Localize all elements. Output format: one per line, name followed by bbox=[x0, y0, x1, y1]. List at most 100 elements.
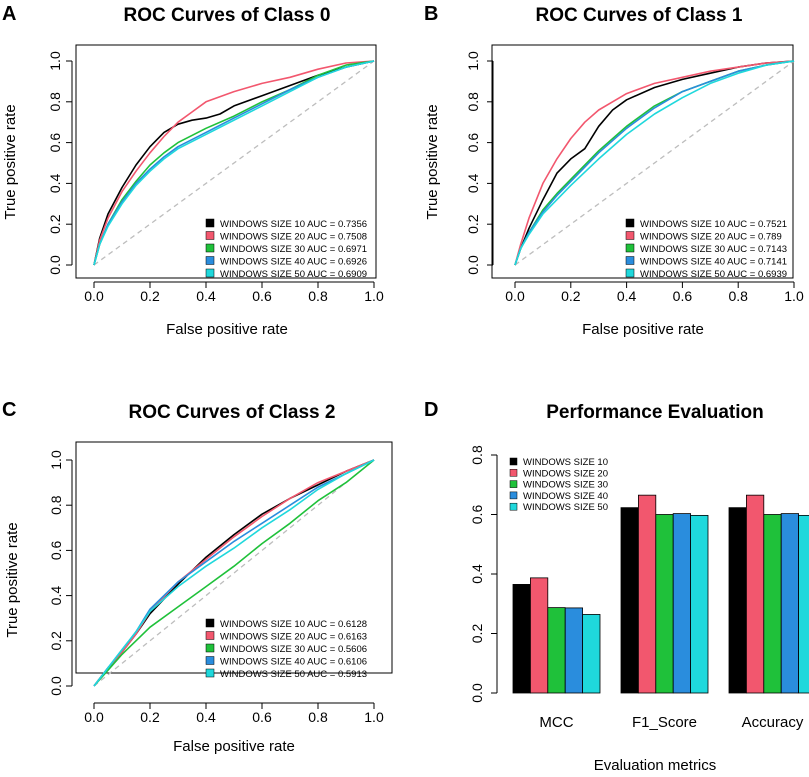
panel-a-x-ticks: 0.0 0.2 0.4 0.6 0.8 1.0 bbox=[84, 281, 384, 304]
legend-label: WINDOWS SIZE 20 AUC = 0.7508 bbox=[220, 232, 367, 243]
bar-mcc-windows-size-40 bbox=[564, 607, 584, 694]
y-tick-label: 0.4 bbox=[465, 173, 481, 193]
panel-a-plot-frame bbox=[75, 44, 377, 279]
y-tick-label: 0.2 bbox=[47, 214, 63, 234]
panel-d: D Performance Evaluation 0.0 0.2 0.4 0.6 0.8… bbox=[424, 399, 809, 774]
legend-swatch bbox=[205, 668, 215, 678]
legend-swatch bbox=[509, 491, 518, 500]
x-tick-label: 1.0 bbox=[784, 288, 804, 304]
panel-c-letter: C bbox=[2, 399, 16, 421]
bar-accuracy-windows-size-40 bbox=[780, 513, 800, 694]
panel-b-y-ticks: 0.0 0.2 0.4 0.6 0.8 1.0 bbox=[465, 51, 494, 275]
legend-swatch bbox=[509, 469, 518, 477]
panel-a-title: ROC Curves of Class 0 bbox=[124, 5, 331, 26]
x-tick-label: 0.4 bbox=[196, 288, 216, 304]
legend-swatch bbox=[625, 243, 635, 253]
roc-curve-windows-size-20 bbox=[514, 60, 795, 266]
panel-c-plot-frame bbox=[75, 441, 393, 674]
legend-label: WINDOWS SIZE 50 AUC = 0.5913 bbox=[220, 669, 367, 680]
y-tick-label: 0.6 bbox=[48, 540, 64, 560]
y-tick-label: 0.4 bbox=[47, 173, 63, 193]
legend-label: WINDOWS SIZE 30 bbox=[523, 480, 608, 491]
bar-f1-score-windows-size-40 bbox=[672, 513, 692, 694]
legend-label: WINDOWS SIZE 50 bbox=[523, 502, 608, 513]
legend-swatch bbox=[509, 457, 518, 466]
panel-c-curves bbox=[93, 459, 375, 687]
legend-swatch bbox=[625, 231, 635, 240]
x-tick-label: 0.4 bbox=[617, 288, 637, 304]
panel-c-x-label: False positive rate bbox=[173, 738, 295, 755]
y-tick-label: 0.8 bbox=[465, 92, 481, 112]
panel-a-letter: A bbox=[2, 3, 16, 25]
panel-c-diagonal bbox=[93, 459, 375, 687]
legend-swatch bbox=[625, 256, 635, 265]
category-label-mcc: MCC bbox=[539, 714, 573, 731]
legend-swatch bbox=[205, 268, 215, 278]
legend-label: WINDOWS SIZE 10 AUC = 0.6128 bbox=[220, 619, 367, 630]
panel-b-letter: B bbox=[424, 3, 438, 25]
roc-curve-windows-size-20 bbox=[93, 459, 375, 687]
panel-d-title: Performance Evaluation bbox=[546, 402, 764, 423]
x-tick-label: 1.0 bbox=[364, 709, 384, 725]
x-tick-label: 0.6 bbox=[673, 288, 693, 304]
bar-accuracy-windows-size-30 bbox=[763, 514, 782, 694]
legend-label: WINDOWS SIZE 10 bbox=[523, 457, 608, 468]
legend-label: WINDOWS SIZE 40 bbox=[523, 491, 608, 502]
y-tick-label: 0.6 bbox=[465, 133, 481, 153]
y-tick-label: 0.8 bbox=[48, 495, 64, 515]
legend-label: WINDOWS SIZE 50 AUC = 0.6939 bbox=[640, 269, 787, 280]
legend-swatch bbox=[509, 502, 518, 511]
x-tick-label: 0.8 bbox=[308, 709, 328, 725]
panel-a-curves bbox=[93, 60, 375, 266]
panel-b-x-label: False positive rate bbox=[582, 321, 704, 338]
legend-label: WINDOWS SIZE 30 AUC = 0.5606 bbox=[220, 644, 367, 655]
panel-d-letter: D bbox=[424, 399, 438, 421]
legend-label: WINDOWS SIZE 40 AUC = 0.6926 bbox=[220, 257, 367, 268]
x-tick-label: 0.8 bbox=[308, 288, 328, 304]
roc-curve-windows-size-30 bbox=[93, 459, 375, 687]
panel-a-x-label: False positive rate bbox=[166, 321, 288, 338]
x-tick-label: 0.0 bbox=[84, 709, 104, 725]
y-tick-label: 0.6 bbox=[47, 133, 63, 153]
panel-a-diagonal bbox=[93, 60, 375, 266]
bar-mcc-windows-size-10 bbox=[512, 584, 531, 694]
x-tick-label: 0.2 bbox=[140, 288, 160, 304]
panel-c: C ROC Curves of Class 2 0.0 0.2 0.4 0.6 0.8 1… bbox=[2, 399, 393, 755]
bar-f1-score-windows-size-50 bbox=[690, 514, 709, 694]
x-tick-label: 0.2 bbox=[140, 709, 160, 725]
legend-label: WINDOWS SIZE 10 AUC = 0.7356 bbox=[220, 219, 367, 230]
x-tick-label: 0.4 bbox=[196, 709, 216, 725]
y-tick-label: 1.0 bbox=[465, 51, 481, 71]
bar-f1-score-windows-size-30 bbox=[655, 514, 674, 694]
panel-a: A ROC Curves of Class 0 0.0 0.2 0.4 0.6 0.8 1… bbox=[2, 3, 384, 338]
panel-b-x-ticks: 0.0 0.2 0.4 0.6 0.8 1.0 bbox=[505, 281, 804, 304]
y-tick-label: 0.0 bbox=[469, 683, 485, 703]
roc-curve-windows-size-40 bbox=[514, 60, 795, 266]
panel-a-y-ticks: 0.0 0.2 0.4 0.6 0.8 1.0 bbox=[47, 51, 73, 275]
bar-mcc-windows-size-20 bbox=[530, 577, 549, 694]
legend-label: WINDOWS SIZE 30 AUC = 0.7143 bbox=[640, 244, 787, 255]
y-tick-label: 0.2 bbox=[465, 214, 481, 234]
legend-label: WINDOWS SIZE 50 AUC = 0.6909 bbox=[220, 269, 367, 280]
legend-swatch bbox=[205, 643, 215, 653]
y-tick-label: 0.8 bbox=[47, 92, 63, 112]
roc-curve-windows-size-10 bbox=[93, 60, 375, 266]
bar-accuracy-windows-size-10 bbox=[728, 507, 747, 694]
bar-accuracy-windows-size-50 bbox=[798, 514, 809, 694]
panel-a-legend: WINDOWS SIZE 10 AUC = 0.7356 WINDOWS SIZE… bbox=[205, 218, 367, 280]
x-tick-label: 0.8 bbox=[728, 288, 748, 304]
panel-a-y-label: True positive rate bbox=[2, 104, 19, 219]
legend-swatch bbox=[205, 218, 215, 228]
legend-label: WINDOWS SIZE 20 AUC = 0.6163 bbox=[220, 632, 367, 643]
y-tick-label: 0.0 bbox=[465, 255, 481, 275]
legend-label: WINDOWS SIZE 30 AUC = 0.6971 bbox=[220, 244, 367, 255]
y-tick-label: 0.8 bbox=[469, 445, 485, 465]
legend-swatch bbox=[625, 218, 635, 228]
y-tick-label: 0.0 bbox=[47, 255, 63, 275]
legend-label: WINDOWS SIZE 40 AUC = 0.7141 bbox=[640, 257, 787, 268]
y-tick-label: 0.4 bbox=[469, 564, 485, 584]
x-tick-label: 1.0 bbox=[364, 288, 384, 304]
legend-swatch bbox=[509, 480, 518, 488]
